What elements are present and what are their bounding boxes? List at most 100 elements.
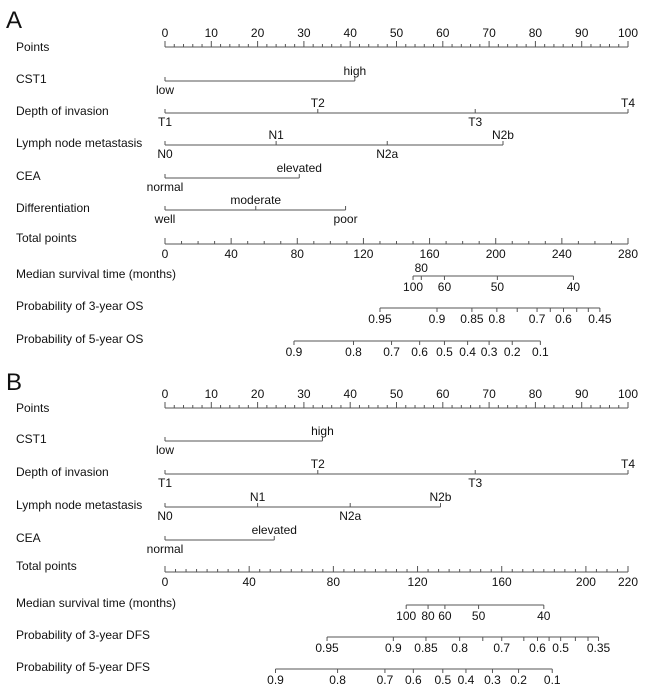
row-label-outcome: Probability of 3-year OS <box>16 299 143 313</box>
outcome-tick-label: 0.7 <box>493 641 510 655</box>
outcome-tick-label: 0.5 <box>436 345 453 359</box>
outcome-tick-label: 0.5 <box>552 641 569 655</box>
outcome-tick-label: 0.85 <box>414 641 438 655</box>
row-label-variable: Depth of invasion <box>16 104 109 118</box>
variable-level-label: normal <box>147 180 184 194</box>
points-tick-label: 60 <box>436 26 450 40</box>
outcome-tick-label: 0.9 <box>286 345 303 359</box>
outcome-tick-label: 60 <box>438 609 452 623</box>
points-tick-label: 90 <box>575 26 589 40</box>
variable-level-label: high <box>311 424 334 438</box>
variable-level-label: N2a <box>376 147 398 161</box>
points-tick-label: 100 <box>618 26 638 40</box>
total-points-tick-label: 200 <box>576 575 596 589</box>
outcome-tick-label: 0.5 <box>434 673 451 687</box>
variable-level-label: elevated <box>252 523 297 537</box>
total-points-tick-label: 240 <box>552 247 572 261</box>
row-label-outcome: Probability of 5-year OS <box>16 332 143 346</box>
row-label-outcome: Probability of 3-year DFS <box>16 628 150 642</box>
outcome-tick-label: 80 <box>415 261 429 275</box>
outcome-tick-label: 60 <box>438 280 452 294</box>
outcome-tick-label: 0.3 <box>481 345 498 359</box>
panel-label: B <box>6 369 22 396</box>
panel-label: A <box>6 7 22 34</box>
row-label-variable: Differentiation <box>16 201 90 215</box>
outcome-tick-label: 0.9 <box>429 312 446 326</box>
points-tick-label: 50 <box>390 26 404 40</box>
outcome-tick-label: 100 <box>396 609 416 623</box>
variable-level-label: T2 <box>311 457 325 471</box>
outcome-tick-label: 0.7 <box>383 345 400 359</box>
variable-level-label: N1 <box>250 490 266 504</box>
variable-level-label: T3 <box>468 476 482 490</box>
outcome-tick-label: 0.6 <box>411 345 428 359</box>
variable-level-label: poor <box>334 212 358 226</box>
row-label-variable: CST1 <box>16 432 47 446</box>
row-label-variable: CEA <box>16 169 41 183</box>
variable-level-label: N2b <box>429 490 451 504</box>
outcome-tick-label: 50 <box>491 280 505 294</box>
outcome-tick-label: 0.8 <box>451 641 468 655</box>
outcome-tick-label: 0.35 <box>587 641 611 655</box>
total-points-tick-label: 120 <box>353 247 373 261</box>
points-tick-label: 40 <box>344 26 358 40</box>
total-points-tick-label: 40 <box>224 247 238 261</box>
outcome-tick-label: 0.7 <box>529 312 546 326</box>
row-label-points: Points <box>16 401 49 415</box>
points-tick-label: 0 <box>162 387 169 401</box>
points-tick-label: 70 <box>482 26 496 40</box>
points-tick-label: 100 <box>618 387 638 401</box>
outcome-tick-label: 40 <box>567 280 581 294</box>
variable-level-label: T4 <box>621 96 635 110</box>
variable-level-label: N0 <box>157 147 173 161</box>
row-label-variable: CEA <box>16 531 41 545</box>
variable-level-label: N0 <box>157 509 173 523</box>
points-tick-label: 20 <box>251 26 265 40</box>
total-points-tick-label: 160 <box>492 575 512 589</box>
outcome-tick-label: 0.95 <box>315 641 339 655</box>
total-points-tick-label: 0 <box>162 247 169 261</box>
variable-level-label: elevated <box>277 161 322 175</box>
variable-level-label: T4 <box>621 457 635 471</box>
row-label-variable: CST1 <box>16 72 47 86</box>
nomogram-panel-A: A Points 0 10 20 30 40 50 60 70 80 90 100 CST1 low high… <box>6 7 638 359</box>
points-tick-label: 40 <box>344 387 358 401</box>
total-points-tick-label: 280 <box>618 247 638 261</box>
outcome-tick-label: 0.1 <box>532 345 549 359</box>
row-label-total-points: Total points <box>16 559 77 573</box>
points-tick-label: 10 <box>205 26 219 40</box>
points-tick-label: 30 <box>297 387 311 401</box>
total-points-tick-label: 40 <box>243 575 257 589</box>
variable-level-label: N2a <box>339 509 361 523</box>
variable-level-label: low <box>156 443 174 457</box>
outcome-tick-label: 0.8 <box>489 312 506 326</box>
points-tick-label: 90 <box>575 387 589 401</box>
row-label-variable: Lymph node metastasis <box>16 136 142 150</box>
row-label-outcome: Median survival time (months) <box>16 267 176 281</box>
outcome-tick-label: 0.85 <box>460 312 484 326</box>
outcome-tick-label: 40 <box>537 609 551 623</box>
outcome-tick-label: 0.7 <box>377 673 394 687</box>
total-points-tick-label: 80 <box>291 247 305 261</box>
outcome-tick-label: 0.6 <box>529 641 546 655</box>
outcome-tick-label: 0.6 <box>405 673 422 687</box>
outcome-tick-label: 0.8 <box>329 673 346 687</box>
points-tick-label: 60 <box>436 387 450 401</box>
variable-level-label: low <box>156 83 174 97</box>
outcome-tick-label: 0.3 <box>484 673 501 687</box>
points-tick-label: 0 <box>162 26 169 40</box>
row-label-points: Points <box>16 40 49 54</box>
variable-level-label: well <box>154 212 176 226</box>
outcome-tick-label: 0.9 <box>385 641 402 655</box>
points-tick-label: 30 <box>297 26 311 40</box>
row-label-variable: Depth of invasion <box>16 465 109 479</box>
variable-level-label: N1 <box>268 128 284 142</box>
points-tick-label: 80 <box>529 387 543 401</box>
outcome-tick-label: 0.2 <box>510 673 527 687</box>
outcome-tick-label: 100 <box>403 280 423 294</box>
outcome-tick-label: 80 <box>421 609 435 623</box>
total-points-tick-label: 160 <box>420 247 440 261</box>
points-tick-label: 20 <box>251 387 265 401</box>
outcome-tick-label: 0.1 <box>544 673 561 687</box>
